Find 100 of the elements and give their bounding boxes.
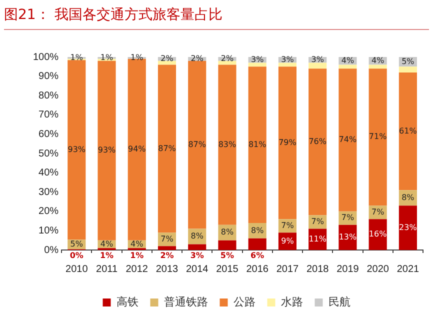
bar (68, 60, 86, 240)
data-label: 7% (281, 220, 294, 230)
bar (128, 58, 146, 240)
bar (248, 66, 266, 223)
data-label: 3% (190, 251, 204, 260)
data-label: 87% (158, 144, 176, 153)
legend-label: 普通铁路 (164, 296, 208, 309)
data-label: 61% (399, 126, 418, 136)
data-label: 5% (70, 239, 84, 248)
data-label: 4% (130, 239, 144, 248)
data-label: 4% (100, 239, 114, 248)
data-label: 6% (250, 251, 264, 260)
x-tick-label: 2016 (246, 264, 269, 275)
bar (278, 62, 296, 67)
data-label: 4% (371, 56, 385, 65)
y-tick-label: 50% (38, 148, 59, 160)
data-label: 71% (368, 132, 388, 142)
y-tick-label: 90% (38, 71, 59, 82)
data-label: 87% (188, 140, 206, 149)
data-label: 3% (311, 54, 324, 64)
bar (308, 68, 327, 216)
x-tick-label: 2020 (366, 264, 390, 275)
data-label: 3% (250, 54, 264, 64)
data-label: 11% (308, 234, 327, 244)
data-label: 16% (368, 230, 388, 239)
x-tick-label: 2014 (186, 264, 209, 275)
bar (398, 66, 417, 72)
data-label: 9% (281, 236, 294, 246)
data-label: 7% (341, 213, 354, 222)
y-tick-label: 10% (38, 225, 59, 236)
data-label: 81% (248, 140, 267, 149)
data-label: 1% (100, 251, 114, 260)
data-label: 76% (308, 137, 327, 146)
bar (158, 246, 176, 250)
y-tick-label: 70% (38, 110, 59, 121)
data-label: 1% (130, 251, 144, 260)
chart-title: 图21： 我国各交通方式旅客量占比 (4, 6, 429, 30)
x-tick-label: 2012 (126, 264, 148, 275)
data-label: 2% (190, 54, 204, 64)
data-label: 8% (402, 192, 415, 202)
data-label: 3% (281, 54, 294, 64)
x-tick-label: 2015 (216, 264, 239, 275)
bar (398, 206, 417, 250)
data-label: 7% (311, 217, 324, 226)
bar (308, 62, 327, 69)
x-tick-label: 2019 (336, 264, 360, 275)
data-label: 79% (278, 138, 297, 147)
bar (218, 64, 236, 225)
y-tick-label: 20% (38, 206, 59, 218)
data-label: 93% (68, 144, 86, 154)
y-tick-label: 80% (38, 90, 59, 102)
bar (248, 238, 266, 250)
bar (338, 64, 357, 69)
bar (398, 72, 417, 190)
y-tick-label: 0% (44, 244, 59, 256)
data-label: 74% (338, 135, 357, 144)
data-label: 4% (341, 56, 354, 65)
legend-label: 民航 (328, 296, 350, 309)
legend-label: 高铁 (116, 296, 138, 309)
data-label: 13% (338, 232, 357, 242)
x-tick-label: 2013 (156, 264, 179, 275)
data-label: 5% (220, 251, 234, 260)
data-label: 2% (160, 54, 174, 64)
data-label: 7% (160, 234, 174, 244)
bar (368, 64, 387, 69)
legend-label: 水路 (280, 296, 303, 309)
data-label: 94% (128, 144, 146, 154)
bar (338, 68, 357, 212)
x-tick-label: 2010 (66, 264, 88, 275)
data-label: 0% (70, 251, 84, 260)
data-label: 8% (250, 226, 264, 235)
data-label: 23% (399, 222, 418, 232)
bar (368, 219, 387, 250)
legend-label: 公路 (233, 296, 256, 309)
data-label: 8% (190, 232, 204, 241)
bar (98, 60, 116, 240)
bar (368, 68, 387, 206)
bar (188, 244, 206, 250)
data-label: 1% (70, 53, 84, 62)
y-tick-label: 60% (38, 128, 59, 140)
bar (278, 66, 296, 220)
data-label: 5% (402, 56, 415, 66)
y-tick-label: 100% (33, 52, 59, 63)
x-tick-label: 2018 (306, 264, 330, 275)
bar (158, 64, 176, 233)
bar (218, 240, 236, 250)
y-tick-label: 30% (38, 186, 59, 198)
bar (248, 62, 266, 67)
x-tick-label: 2021 (396, 264, 420, 275)
data-label: 1% (100, 53, 114, 62)
bar (188, 60, 206, 229)
x-tick-label: 2017 (276, 264, 300, 275)
x-tick-label: 2011 (96, 264, 118, 275)
data-label: 8% (220, 228, 234, 237)
data-label: 7% (371, 207, 385, 216)
data-label: 93% (98, 146, 116, 155)
bar (218, 60, 236, 65)
data-label: 2% (220, 54, 234, 64)
data-label: 2% (160, 251, 174, 260)
data-label: 83% (218, 140, 237, 149)
